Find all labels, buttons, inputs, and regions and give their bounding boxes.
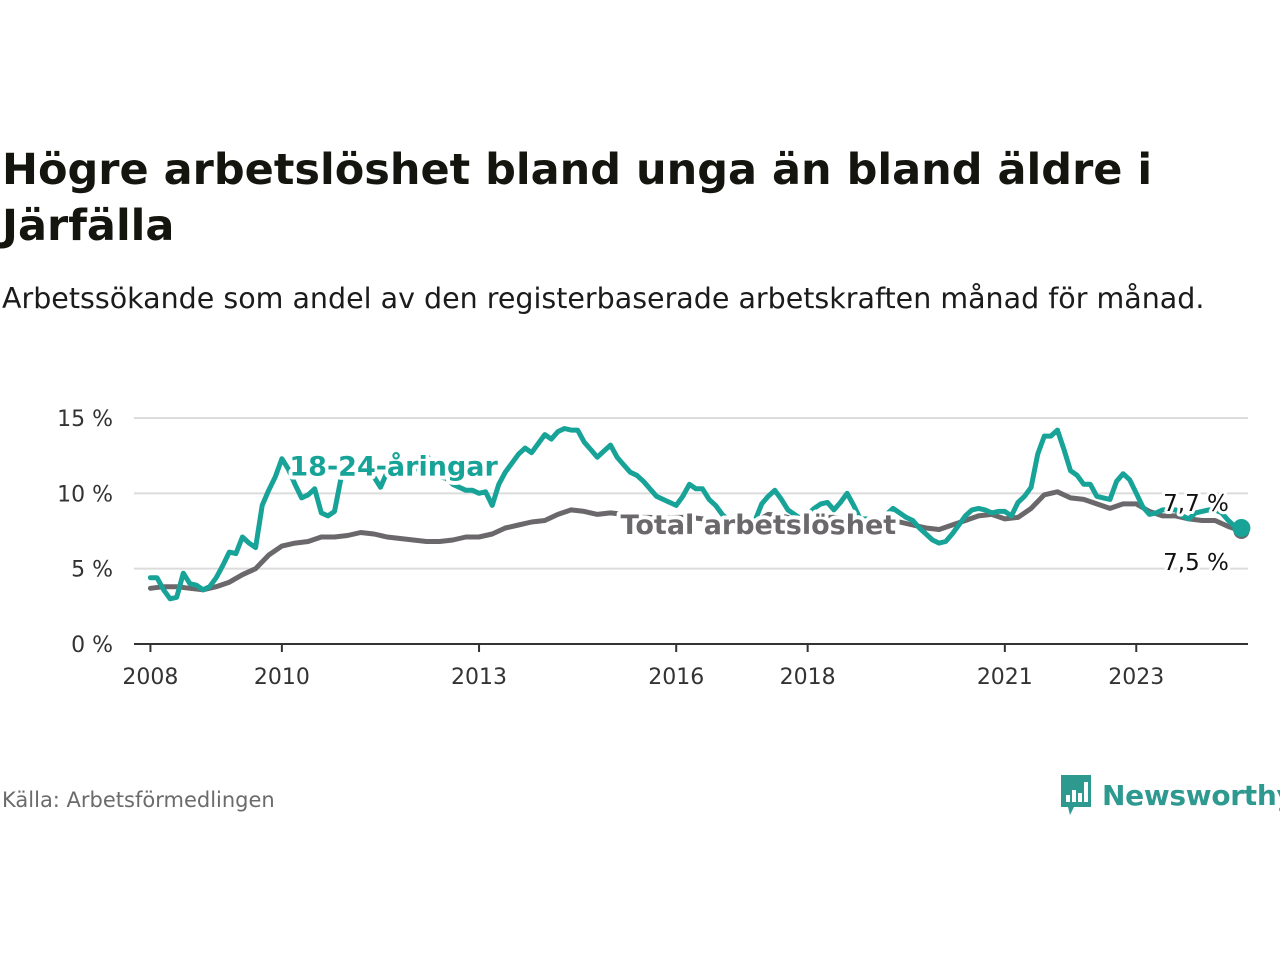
line-chart: 0 %5 %10 %15 % 2008 2010 2013 2016 2018 2021 2… xyxy=(57,407,1251,690)
x-tick-label: 2021 xyxy=(977,665,1033,690)
x-tick-label: 2018 xyxy=(780,665,836,690)
x-tick-label: 2023 xyxy=(1108,665,1164,690)
end-label-youth: 7,7 % xyxy=(1163,491,1229,517)
series-label-0: 18-24-åringar xyxy=(289,450,498,482)
y-tick-label: 10 % xyxy=(57,482,113,507)
series-line-1 xyxy=(147,489,1244,593)
brand-name: Newsworthy xyxy=(1102,778,1280,812)
chart-subtitle: Arbetssökande som andel av den registerb… xyxy=(2,282,1205,315)
bar-chart-speech-bubble-icon xyxy=(1061,775,1091,815)
brand-logo: Newsworthy xyxy=(1058,772,1280,818)
y-tick-label: 0 % xyxy=(71,633,113,658)
y-tick-label: 15 % xyxy=(57,407,113,432)
series-lines xyxy=(147,426,1244,602)
series-label-1: Total arbetslöshet xyxy=(621,510,897,541)
y-axis: 0 % 5 % 10 % 15 % xyxy=(57,407,113,658)
source-note: Källa: Arbetsförmedlingen xyxy=(2,788,275,812)
x-tick-label: 2008 xyxy=(122,665,178,690)
end-markers: 7,7 % 7,5 % xyxy=(1160,488,1251,579)
x-tick-label: 2013 xyxy=(451,665,507,690)
x-tick-label: 2016 xyxy=(648,665,704,690)
y-tick-label: 5 % xyxy=(71,558,113,583)
end-label-total: 7,5 % xyxy=(1163,550,1229,576)
x-axis: 2008 2010 2013 2016 2018 2021 2023 xyxy=(122,643,1248,690)
chart-title: Högre arbetslöshet bland unga än bland ä… xyxy=(2,145,1153,251)
end-point-youth xyxy=(1232,518,1251,537)
series-line-0 xyxy=(147,426,1244,602)
x-tick-label: 2010 xyxy=(254,665,310,690)
series-labels: 18-24-åringar Total arbetslöshet xyxy=(285,446,900,545)
